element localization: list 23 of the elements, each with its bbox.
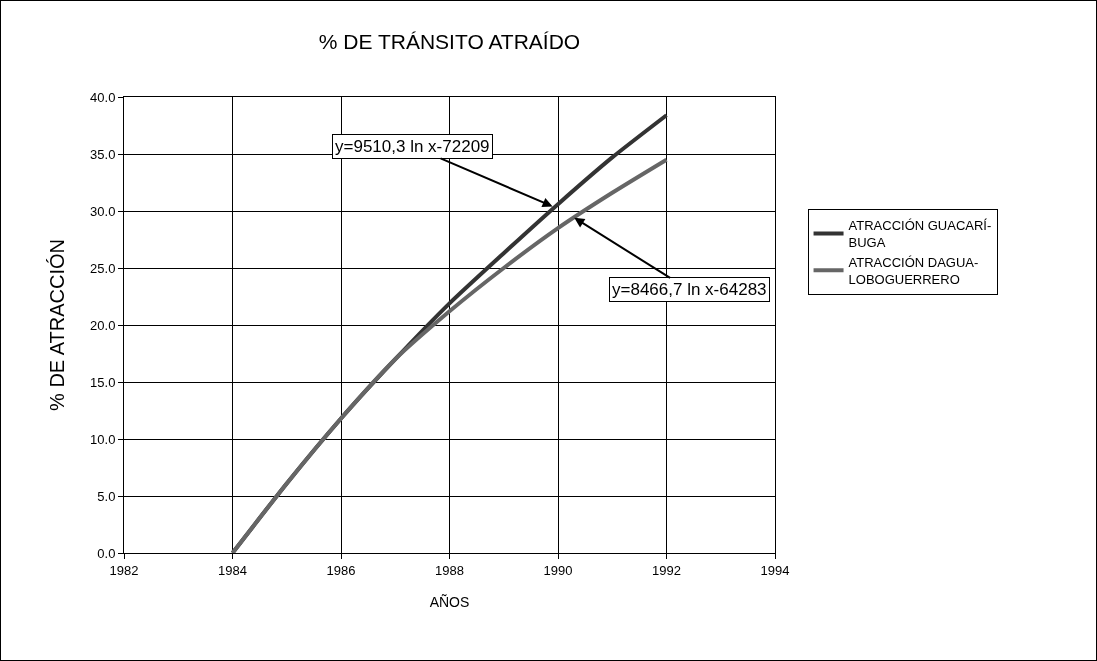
y-tick-label: 25.0 bbox=[90, 260, 116, 276]
x-tick-label: 1994 bbox=[760, 562, 790, 578]
y-tick-label: 40.0 bbox=[90, 89, 116, 105]
x-tick-label: 1982 bbox=[109, 562, 139, 578]
legend-label: ATRACCIÓN DAGUA-LOBOGUERRERO bbox=[848, 254, 979, 287]
x-tick-label: 1990 bbox=[543, 562, 573, 578]
x-tick-label: 1986 bbox=[326, 562, 356, 578]
y-tick-label: 15.0 bbox=[90, 374, 116, 390]
y-tick-label: 20.0 bbox=[90, 317, 116, 333]
x-tick-label: 1992 bbox=[652, 562, 681, 578]
annotation: y=9510,3 ln x-72209 bbox=[335, 137, 490, 156]
x-axis-title: AÑOS bbox=[429, 593, 470, 610]
y-tick-label: 5.0 bbox=[97, 488, 116, 504]
x-tick-label: 1984 bbox=[218, 562, 247, 578]
chart-title: % DE TRÁNSITO ATRAÍDO bbox=[318, 29, 581, 53]
y-tick-label: 30.0 bbox=[90, 203, 116, 219]
legend-label: ATRACCIÓN GUACARÍ-BUGA bbox=[848, 218, 992, 250]
y-axis-title: % DE ATRACCIÓN bbox=[45, 239, 68, 411]
y-tick-label: 0.0 bbox=[97, 545, 116, 561]
annotation: y=8466,7 ln x-64283 bbox=[612, 280, 767, 299]
y-tick-label: 10.0 bbox=[90, 431, 116, 447]
x-tick-label: 1988 bbox=[435, 562, 464, 578]
y-tick-label: 35.0 bbox=[90, 146, 116, 162]
